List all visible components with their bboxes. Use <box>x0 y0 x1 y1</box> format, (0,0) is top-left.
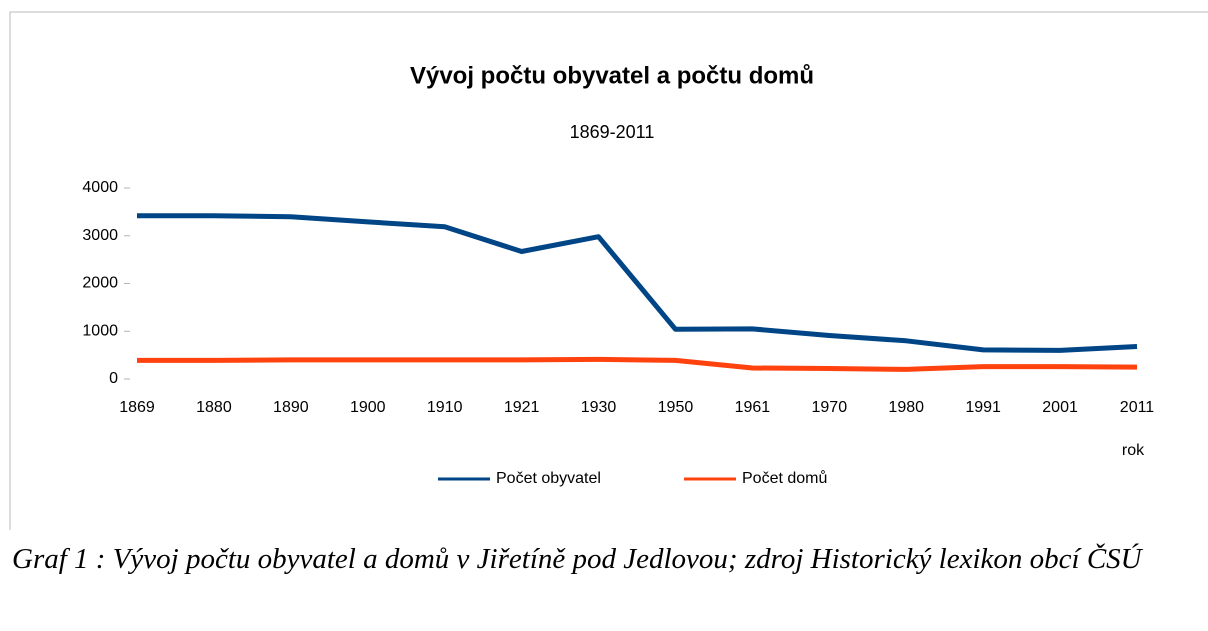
chart: Vývoj počtu obyvatel a počtu domů 1869-2… <box>9 11 1208 530</box>
x-tick-label: 1921 <box>504 399 540 416</box>
series-line <box>137 356 1138 372</box>
legend-label: Počet domů <box>742 469 827 487</box>
x-tick-label: 1950 <box>658 399 694 416</box>
chart-subtitle: 1869-2011 <box>570 122 655 142</box>
x-tick-label: 1961 <box>735 399 771 416</box>
series-line <box>137 213 1138 353</box>
x-tick-label: 2001 <box>1042 399 1078 416</box>
x-tick-label: 1900 <box>350 399 386 416</box>
caption: Graf 1 : Vývoj počtu obyvatel a domů v J… <box>12 543 1142 575</box>
x-tick-label: 2011 <box>1120 399 1155 416</box>
y-tick-label: 2000 <box>82 275 118 292</box>
x-axis-label: rok <box>1122 442 1145 459</box>
chart-frame <box>9 11 1208 530</box>
x-tick-label: 1890 <box>273 399 309 416</box>
legend-label: Počet obyvatel <box>496 470 601 487</box>
x-tick-label: 1910 <box>427 399 463 416</box>
y-tick-label: 4000 <box>82 179 118 196</box>
x-tick-label: 1930 <box>581 399 617 416</box>
x-tick-label: 1980 <box>888 399 924 416</box>
x-tick-label: 1869 <box>119 399 155 416</box>
x-tick-label: 1970 <box>812 399 848 416</box>
x-tick-label: 1880 <box>196 399 232 416</box>
y-tick-label: 0 <box>109 370 118 387</box>
y-tick-label: 3000 <box>82 227 118 244</box>
x-tick-label: 1991 <box>965 399 1001 416</box>
y-tick-label: 1000 <box>82 322 118 339</box>
chart-title: Vývoj počtu obyvatel a počtu domů <box>410 62 814 89</box>
